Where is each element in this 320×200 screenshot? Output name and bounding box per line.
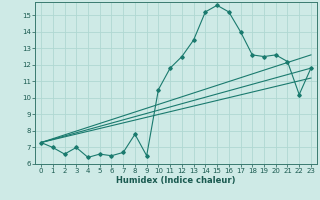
X-axis label: Humidex (Indice chaleur): Humidex (Indice chaleur): [116, 176, 236, 185]
